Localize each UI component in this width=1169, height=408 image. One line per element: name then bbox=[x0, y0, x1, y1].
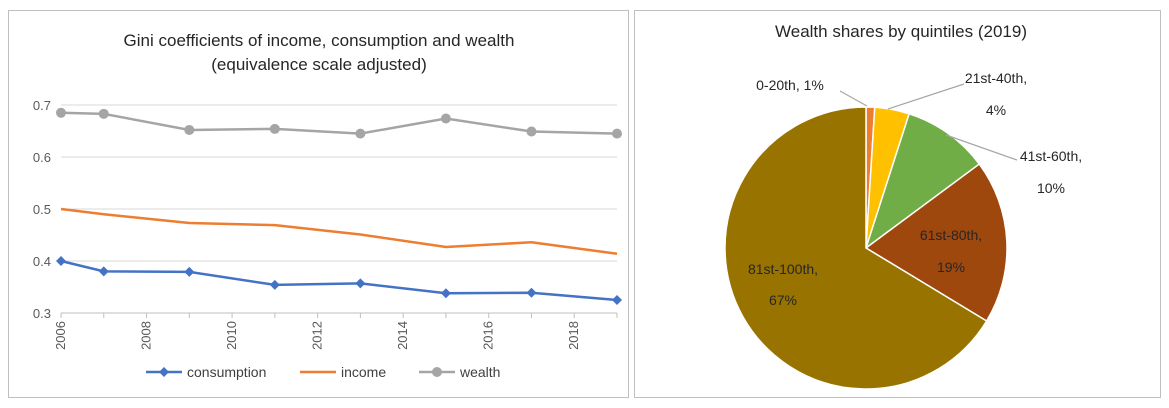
slice-label-81st-100th: 81st-100th, 67% bbox=[748, 261, 818, 308]
pie-chart-title: Wealth shares by quintiles (2019) bbox=[775, 22, 1027, 41]
pie-chart: Wealth shares by quintiles (2019) 0-20th… bbox=[724, 22, 1082, 390]
series-consumption bbox=[56, 256, 622, 305]
leader-line bbox=[887, 83, 965, 110]
x-tick-label: 2018 bbox=[566, 321, 581, 350]
legend-item-consumption: consumption bbox=[146, 364, 266, 380]
y-tick-label: 0.6 bbox=[33, 150, 51, 165]
data-point bbox=[355, 278, 366, 289]
y-tick-label: 0.5 bbox=[33, 202, 51, 217]
x-tick-label: 2006 bbox=[53, 321, 68, 350]
x-tick-label: 2012 bbox=[310, 321, 325, 350]
data-point bbox=[98, 108, 109, 119]
y-tick-label: 0.4 bbox=[33, 254, 51, 269]
data-point bbox=[432, 367, 442, 377]
slice-label-61st-80th: 61st-80th, 19% bbox=[920, 227, 982, 275]
legend-label: income bbox=[341, 364, 386, 380]
svg-text:0-20th, 1%: 0-20th, 1% bbox=[756, 77, 824, 93]
line-chart-panel: Gini coefficients of income, consumption… bbox=[8, 10, 629, 398]
pie-slice-81st-100th bbox=[724, 106, 988, 390]
slice-label-0-20th: 0-20th, 1% bbox=[756, 77, 824, 93]
slice-value: 1% bbox=[804, 77, 824, 93]
data-point bbox=[612, 295, 622, 305]
data-point bbox=[184, 124, 195, 135]
data-point bbox=[184, 266, 195, 277]
x-tick-label: 2014 bbox=[395, 321, 410, 350]
slice-category: 61st-80th, bbox=[920, 227, 982, 243]
slice-value: 4% bbox=[986, 102, 1006, 118]
slice-category: 0-20th bbox=[756, 77, 796, 93]
series-wealth bbox=[56, 107, 622, 139]
y-tick-label: 0.3 bbox=[33, 306, 51, 321]
slice-value: 19% bbox=[937, 259, 965, 275]
slice-category: 81st-100th, bbox=[748, 261, 818, 277]
series-income bbox=[60, 207, 618, 255]
data-point bbox=[98, 266, 109, 277]
data-point bbox=[56, 256, 66, 266]
slice-label-21st-40th: 21st-40th, 4% bbox=[965, 70, 1027, 118]
slice-label-41st-60th: 41st-60th, 10% bbox=[1020, 148, 1082, 196]
line-chart-subtitle: (equivalence scale adjusted) bbox=[211, 55, 426, 74]
pie-chart-panel: Wealth shares by quintiles (2019) 0-20th… bbox=[634, 10, 1161, 398]
data-point bbox=[269, 279, 280, 290]
legend-label: consumption bbox=[187, 364, 266, 380]
data-point bbox=[526, 287, 537, 298]
data-point bbox=[526, 126, 537, 137]
line-chart: Gini coefficients of income, consumption… bbox=[33, 31, 622, 380]
x-tick-label: 2016 bbox=[481, 321, 496, 350]
data-point bbox=[612, 128, 622, 139]
legend-label: wealth bbox=[459, 364, 500, 380]
x-tick-label: 2008 bbox=[139, 321, 154, 350]
y-tick-label: 0.7 bbox=[33, 98, 51, 113]
legend-item-income: income bbox=[300, 364, 386, 380]
series-line bbox=[60, 111, 618, 135]
pie-slice-61st-80th bbox=[864, 163, 1008, 323]
slice-value: 10% bbox=[1037, 180, 1065, 196]
line-chart-title: Gini coefficients of income, consumption… bbox=[124, 31, 515, 50]
slice-value: 67% bbox=[769, 292, 797, 308]
pie-slice-41st-60th bbox=[864, 112, 981, 250]
data-point bbox=[269, 123, 280, 134]
legend-item-wealth: wealth bbox=[419, 364, 500, 380]
slice-category: 41st-60th, bbox=[1020, 148, 1082, 164]
series-line bbox=[60, 207, 618, 255]
leader-line bbox=[839, 90, 868, 107]
data-point bbox=[440, 113, 451, 124]
data-point bbox=[159, 367, 169, 377]
data-point bbox=[56, 107, 66, 118]
leader-line bbox=[945, 134, 1018, 161]
data-point bbox=[355, 128, 366, 139]
data-point bbox=[440, 288, 451, 299]
series-line bbox=[60, 259, 618, 302]
slice-category: 21st-40th, bbox=[965, 70, 1027, 86]
x-tick-label: 2010 bbox=[224, 321, 239, 350]
